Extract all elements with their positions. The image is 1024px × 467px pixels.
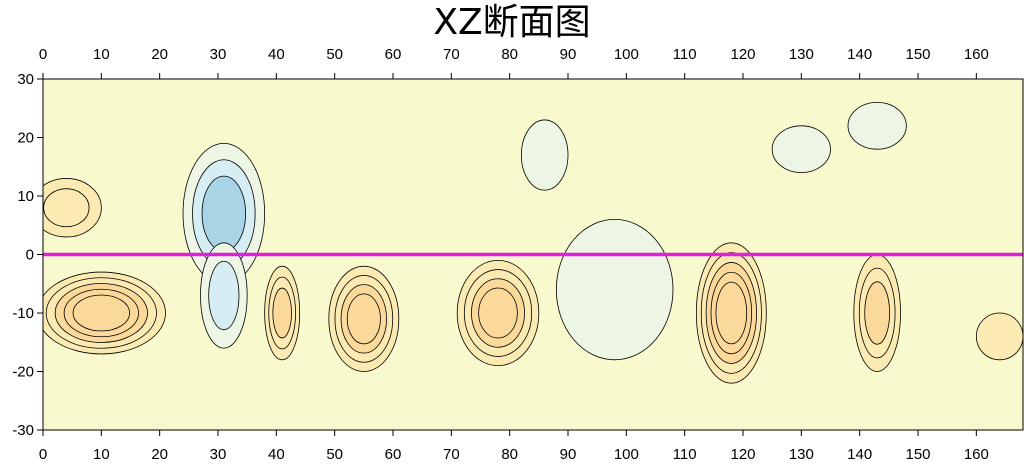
x-tick-label-top: 100: [614, 46, 639, 63]
x-tick-label-bottom: 160: [964, 446, 989, 463]
x-tick-label-bottom: 80: [501, 446, 518, 463]
high-anomaly-13: [975, 312, 1023, 361]
low-anomaly-0: [182, 142, 266, 285]
contour-line: [864, 281, 891, 345]
x-tick-label-top: 50: [326, 46, 343, 63]
x-tick-label-bottom: 120: [730, 446, 755, 463]
x-tick-label-top: 110: [673, 46, 697, 63]
x-tick-label-bottom: 90: [560, 446, 577, 463]
x-tick-label-top: 0: [39, 46, 47, 63]
high-anomaly-6: [43, 271, 166, 355]
low-anomaly-2: [555, 219, 674, 361]
x-tick-label-bottom: 130: [789, 446, 814, 463]
high-anomaly-10: [456, 259, 540, 367]
y-tick-label: 0: [26, 247, 34, 264]
y-tick-label: 20: [17, 130, 34, 147]
y-tick-label: 30: [17, 71, 34, 88]
low-anomaly-4: [847, 102, 907, 150]
x-tick-label-bottom: 140: [847, 446, 872, 463]
x-tick-label-bottom: 70: [443, 446, 460, 463]
x-tick-label-top: 80: [501, 46, 518, 63]
contour-line: [272, 287, 292, 339]
x-tick-label-top: 120: [730, 46, 755, 63]
y-tick-label: -30: [12, 422, 34, 439]
contour-line: [975, 312, 1023, 361]
high-anomaly-9: [328, 265, 400, 372]
y-tick-label: -10: [12, 305, 34, 322]
contour-line: [715, 281, 748, 345]
x-tick-label-top: 20: [151, 46, 168, 63]
high-anomaly-7: [43, 178, 102, 238]
x-tick-label-top: 90: [560, 46, 577, 63]
x-tick-label-bottom: 0: [39, 446, 47, 463]
x-tick-label-top: 130: [789, 46, 814, 63]
contour-line: [346, 293, 381, 345]
x-tick-label-top: 40: [268, 46, 285, 63]
y-tick-label: -20: [12, 364, 34, 381]
low-anomaly-1: [200, 242, 248, 349]
contour-line: [520, 119, 569, 191]
contour-line: [478, 287, 518, 339]
x-tick-label-bottom: 20: [151, 446, 168, 463]
chart-title: XZ断面图: [433, 2, 591, 43]
contour-line: [555, 219, 674, 361]
x-tick-label-bottom: 110: [673, 446, 697, 463]
x-tick-label-bottom: 40: [268, 446, 285, 463]
x-tick-label-top: 30: [210, 46, 227, 63]
x-tick-label-bottom: 30: [210, 446, 227, 463]
x-tick-label-bottom: 150: [905, 446, 930, 463]
contour-line: [208, 260, 240, 331]
x-tick-label-bottom: 100: [614, 446, 639, 463]
contour-line: [72, 294, 130, 332]
x-tick-label-top: 70: [443, 46, 460, 63]
x-tick-label-top: 150: [905, 46, 930, 63]
x-tick-label-top: 60: [385, 46, 402, 63]
contour-line: [847, 102, 907, 150]
contour-line: [771, 125, 831, 173]
x-tick-label-top: 10: [93, 46, 110, 63]
high-anomaly-11: [695, 242, 767, 384]
x-tick-label-bottom: 60: [385, 446, 402, 463]
y-tick-label: 10: [17, 188, 34, 205]
contour-line: [43, 188, 90, 228]
low-anomaly-3: [520, 119, 569, 191]
axis-ticks: 0 0 10 10 20 20 30 30 40 40 50 50 60 60 70 70 80 80 90 90 10…: [12, 46, 989, 463]
high-anomaly-12: [853, 254, 901, 372]
low-anomaly-5: [771, 125, 831, 173]
x-tick-label-bottom: 50: [326, 446, 343, 463]
contour-line: [201, 175, 247, 252]
high-anomaly-8: [264, 265, 301, 361]
x-tick-label-top: 140: [847, 46, 872, 63]
x-tick-label-top: 160: [964, 46, 989, 63]
x-tick-label-bottom: 10: [93, 446, 110, 463]
